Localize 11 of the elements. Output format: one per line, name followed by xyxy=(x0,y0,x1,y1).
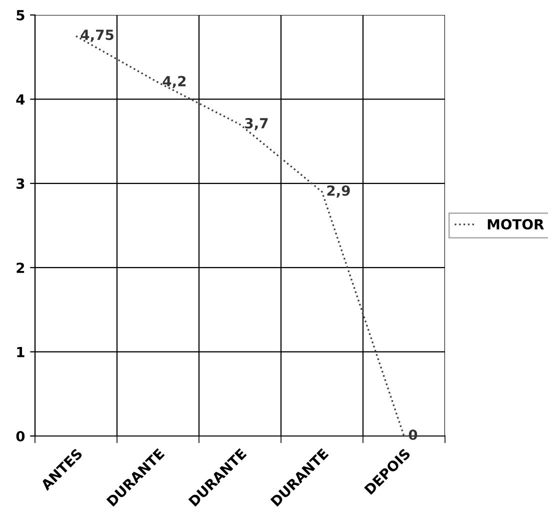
data-label: 4,75 xyxy=(80,30,114,42)
y-tick-label: 4 xyxy=(16,94,25,104)
y-tick-label: 2 xyxy=(16,262,24,273)
data-label: 4,2 xyxy=(162,76,186,88)
y-tick-label: 1 xyxy=(17,346,24,358)
y-tick-label: 5 xyxy=(16,10,24,20)
data-label: 3,7 xyxy=(245,118,268,130)
y-tick-label: 3 xyxy=(16,178,24,189)
data-label: 2,9 xyxy=(327,185,350,198)
y-tick-label: 0 xyxy=(16,430,25,442)
legend-label: MOTOR xyxy=(488,219,544,230)
